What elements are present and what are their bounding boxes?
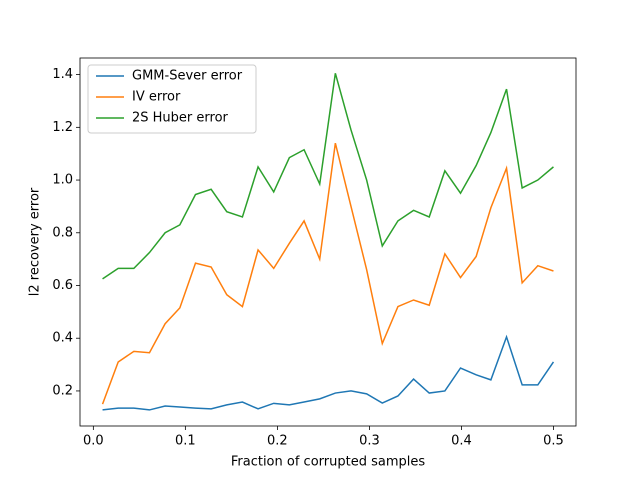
x-tick-label: 0.1 — [175, 434, 196, 449]
y-axis-label: l2 recovery error — [28, 187, 43, 296]
x-tick-label: 0.5 — [543, 434, 564, 449]
x-axis-label: Fraction of corrupted samples — [231, 455, 425, 470]
data-line — [102, 334, 555, 411]
x-tick-label: 0.4 — [451, 434, 472, 449]
y-tick-label: 0.8 — [52, 225, 73, 240]
legend-label: 2S Huber error — [132, 111, 229, 126]
legend-label: GMM-Sever error — [132, 69, 243, 84]
plot-frame — [79, 57, 577, 427]
y-tick-label: 0.6 — [52, 278, 73, 293]
legend-box — [87, 64, 257, 134]
y-tick-label: 1.4 — [52, 67, 73, 82]
legend-label: IV error — [132, 90, 181, 105]
y-tick-label: 1.0 — [52, 173, 73, 188]
data-line — [101, 142, 554, 405]
y-tick-label: 0.2 — [52, 383, 73, 398]
x-tick-label: 0.0 — [83, 434, 104, 449]
y-tick-label: 1.2 — [52, 120, 73, 135]
data-line — [102, 73, 554, 280]
x-tick-label: 0.2 — [267, 434, 288, 449]
y-tick-label: 0.4 — [52, 331, 73, 346]
x-tick-label: 0.3 — [359, 434, 380, 449]
